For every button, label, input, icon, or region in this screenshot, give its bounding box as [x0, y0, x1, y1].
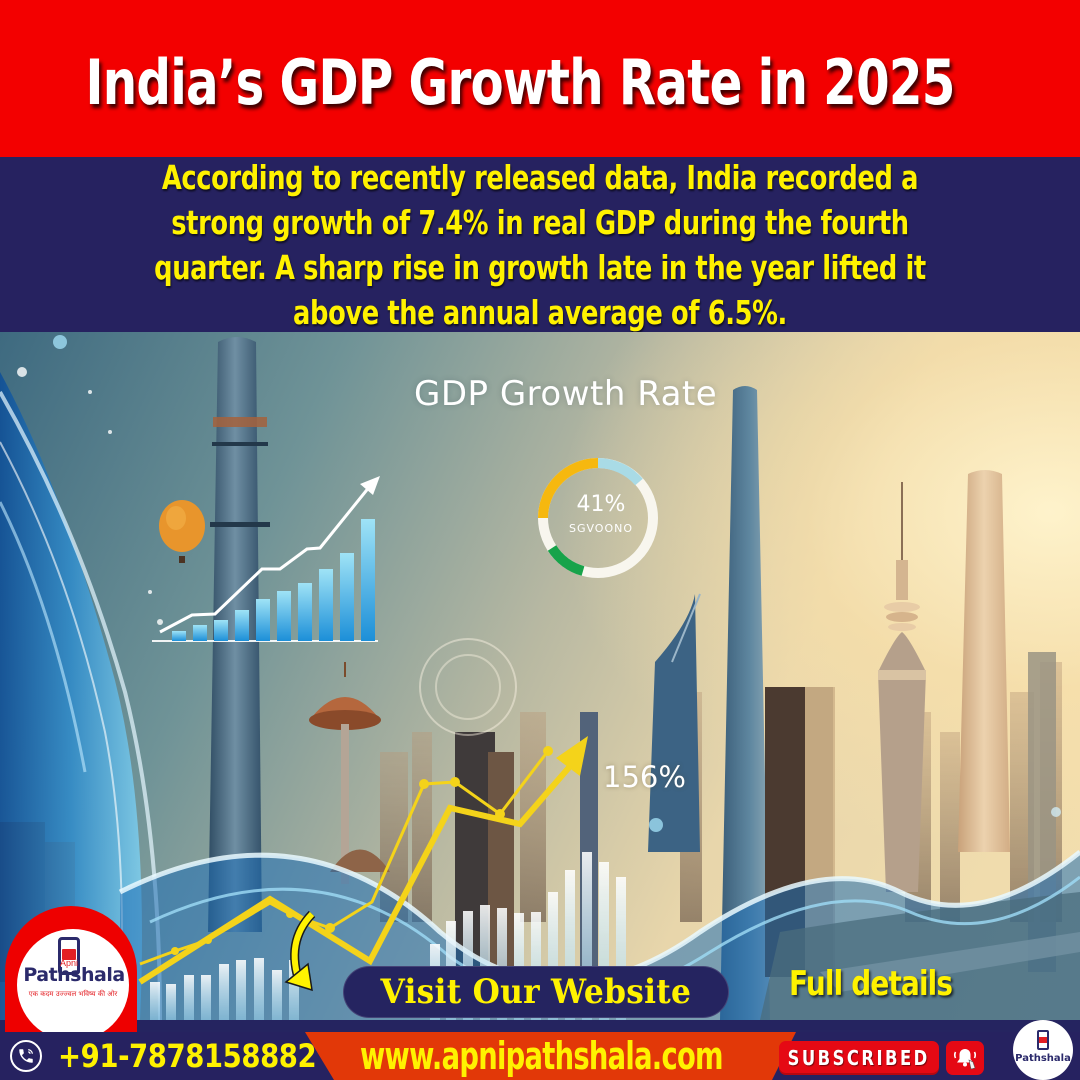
book-icon: [62, 949, 76, 960]
donut-chart: [538, 458, 658, 578]
phone-call-icon[interactable]: [10, 1040, 42, 1072]
website-ribbon: [305, 1032, 796, 1080]
yellow-trend-line: [138, 736, 588, 985]
bell-icon: [953, 1049, 977, 1070]
donut-value: 41%: [576, 492, 626, 517]
growth-percent-label: 156%: [603, 760, 686, 794]
hand-cursor-icon: [968, 1059, 976, 1070]
full-details-label[interactable]: Full details: [789, 964, 953, 1004]
visit-website-button[interactable]: Visit Our Website: [343, 966, 729, 1018]
visit-website-label: Visit Our Website: [380, 972, 692, 1012]
website-url[interactable]: www.apnipathshala.com: [360, 1034, 724, 1078]
logo-prefix: Apni: [60, 958, 79, 968]
city-skyline-illustration: GDP Growth Rate 41% SGVOONO 156%: [0, 332, 1080, 1020]
phone-number[interactable]: +91-7878158882: [58, 1037, 317, 1075]
mini-logo[interactable]: Pathshala: [1013, 1020, 1073, 1080]
mini-logo-book-icon: [1039, 1037, 1047, 1043]
mini-logo-phone-icon: [1037, 1030, 1049, 1050]
mini-logo-name: Pathshala: [1015, 1053, 1071, 1064]
logo-tagline: एक कदम उज्ज्वल भविष्य की ओर: [28, 990, 118, 998]
logo-brand-name: Pathshala: [23, 964, 125, 986]
page-title: India’s GDP Growth Rate in 2025: [85, 46, 955, 119]
gdp-chart-heading: GDP Growth Rate: [414, 374, 718, 414]
title-bar: India’s GDP Growth Rate in 2025: [0, 0, 1080, 157]
phone-book-logo-icon: [58, 937, 80, 975]
curved-arrow-graphic: [284, 910, 316, 992]
summary-text: According to recently released data, Ind…: [154, 157, 926, 332]
phone-icon-glyph: [19, 1049, 33, 1063]
donut-sublabel: SGVOONO: [568, 522, 634, 535]
summary-panel: According to recently released data, Ind…: [0, 157, 1080, 332]
apni-pathshala-logo[interactable]: [17, 929, 129, 1041]
subscribe-label: SUBSCRIBED: [787, 1046, 931, 1070]
footer-bar: +91-7878158882 www.apnipathshala.com SUB…: [0, 1032, 1080, 1080]
subscribe-button[interactable]: SUBSCRIBED: [779, 1041, 939, 1075]
bar-chart-graphic: [152, 476, 380, 642]
balloon-graphic: [159, 500, 205, 563]
notification-bell-button[interactable]: [946, 1041, 984, 1075]
skyline-artwork: [0, 335, 1080, 1020]
